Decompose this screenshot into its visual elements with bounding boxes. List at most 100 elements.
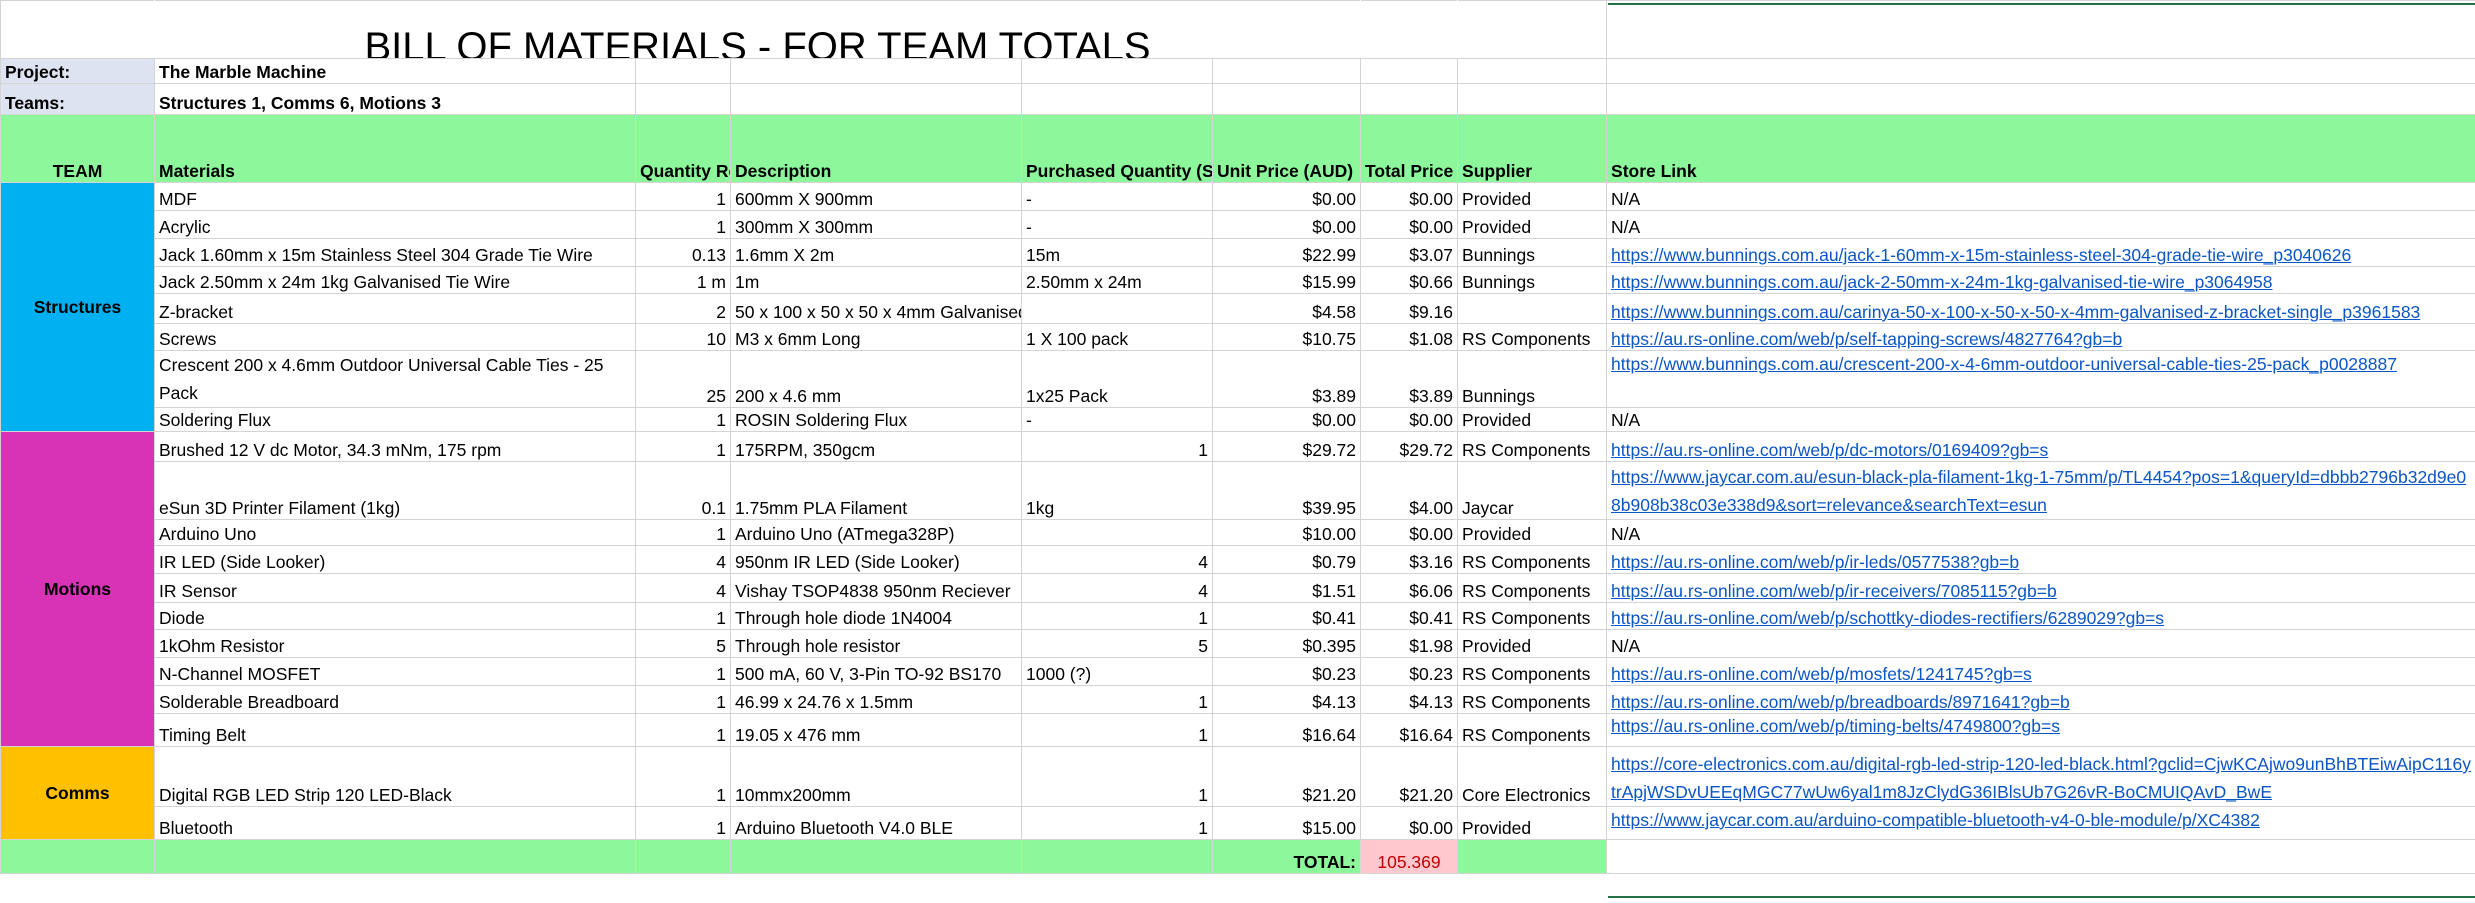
store-link[interactable]: https://au.rs-online.com/web/p/ir-receiv… [1606,573,2475,603]
store-link-cell[interactable]: N/A [1606,407,2475,432]
purchased-cell[interactable]: - [1021,182,1213,211]
empty-cell[interactable] [635,839,731,874]
material-cell[interactable]: Diode [154,602,636,630]
material-cell[interactable]: Crescent 200 x 4.6mm Outdoor Universal C… [154,350,636,408]
store-link[interactable]: https://au.rs-online.com/web/p/timing-be… [1606,713,2475,747]
unit-price-cell[interactable]: $4.13 [1211,685,1362,714]
store-link[interactable]: https://www.jaycar.com.au/esun-black-pla… [1606,461,2475,520]
qty-cell[interactable]: 4 [635,573,731,603]
unit-price-cell[interactable]: $1.51 [1211,573,1362,603]
total-price-cell[interactable]: $0.00 [1360,519,1459,546]
team-motions[interactable]: Motions [0,431,155,747]
material-cell[interactable]: eSun 3D Printer Filament (1kg) [154,461,636,520]
unit-price-cell[interactable]: $3.89 [1211,350,1362,408]
purchased-cell[interactable]: 5 [1021,629,1213,658]
empty-cell[interactable] [1021,58,1213,84]
description-cell[interactable]: 46.99 x 24.76 x 1.5mm [730,685,1022,714]
unit-price-cell[interactable]: $39.95 [1211,461,1362,520]
description-cell[interactable]: Arduino Bluetooth V4.0 BLE [730,806,1022,840]
empty-cell[interactable] [1457,839,1608,874]
total-price-cell[interactable]: $4.00 [1360,461,1459,520]
material-cell[interactable]: Jack 1.60mm x 15m Stainless Steel 304 Gr… [154,238,636,267]
description-cell[interactable]: 50 x 100 x 50 x 50 x 4mm Galvanised Z [730,293,1022,324]
total-value[interactable]: 105.369 [1360,839,1459,874]
purchased-cell[interactable]: 1 [1021,602,1213,630]
material-cell[interactable]: Soldering Flux [154,407,636,432]
description-cell[interactable]: 175RPM, 350gcm [730,431,1022,462]
qty-cell[interactable]: 10 [635,323,731,351]
teams-label[interactable]: Teams: [0,83,155,115]
store-link[interactable]: https://core-electronics.com.au/digital-… [1606,746,2475,807]
purchased-cell[interactable]: 1kg [1021,461,1213,520]
header-qty-required[interactable]: Quantity Required [635,114,731,183]
qty-cell[interactable]: 0.1 [635,461,731,520]
supplier-cell[interactable]: RS Components [1457,545,1608,574]
description-cell[interactable]: 600mm X 900mm [730,182,1022,211]
qty-cell[interactable]: 2 [635,293,731,324]
purchased-cell[interactable]: 2.50mm x 24m [1021,266,1213,294]
store-link[interactable]: https://www.bunnings.com.au/jack-1-60mm-… [1606,238,2475,267]
empty-cell[interactable] [635,83,731,115]
empty-cell[interactable] [1021,83,1213,115]
supplier-cell[interactable]: Jaycar [1457,461,1608,520]
team-comms[interactable]: Comms [0,746,155,840]
purchased-cell[interactable]: 1 [1021,685,1213,714]
material-cell[interactable]: Brushed 12 V dc Motor, 34.3 mNm, 175 rpm [154,431,636,462]
team-structures[interactable]: Structures [0,182,155,432]
material-cell[interactable]: Bluetooth [154,806,636,840]
qty-cell[interactable]: 1 [635,657,731,686]
sheet-title[interactable]: BILL OF MATERIALS - FOR TEAM TOTALS [153,0,1362,59]
description-cell[interactable]: Through hole diode 1N4004 [730,602,1022,630]
supplier-cell[interactable]: RS Components [1457,323,1608,351]
empty-cell[interactable] [1606,58,2475,84]
header-purchased-qty[interactable]: Purchased Quantity (Supplier Units) [1021,114,1213,183]
store-link[interactable]: https://www.bunnings.com.au/jack-2-50mm-… [1606,266,2475,294]
purchased-cell[interactable]: 1 [1021,431,1213,462]
description-cell[interactable]: Through hole resistor [730,629,1022,658]
unit-price-cell[interactable]: $0.41 [1211,602,1362,630]
description-cell[interactable]: 950nm IR LED (Side Looker) [730,545,1022,574]
qty-cell[interactable]: 1 [635,746,731,807]
total-price-cell[interactable]: $9.16 [1360,293,1459,324]
qty-cell[interactable]: 25 [635,350,731,408]
purchased-cell[interactable] [1021,293,1213,324]
qty-cell[interactable]: 0.13 [635,238,731,267]
supplier-cell[interactable]: RS Components [1457,713,1608,747]
purchased-cell[interactable]: 1 X 100 pack [1021,323,1213,351]
project-value[interactable]: The Marble Machine [154,58,636,84]
purchased-cell[interactable]: 1 [1021,746,1213,807]
qty-cell[interactable]: 1 [635,182,731,211]
total-price-cell[interactable]: $6.06 [1360,573,1459,603]
qty-cell[interactable]: 1 [635,407,731,432]
total-price-cell[interactable]: $1.08 [1360,323,1459,351]
empty-cell[interactable] [1606,83,2475,115]
supplier-cell[interactable]: RS Components [1457,657,1608,686]
header-supplier[interactable]: Supplier [1457,114,1608,183]
unit-price-cell[interactable]: $0.23 [1211,657,1362,686]
store-link[interactable]: https://au.rs-online.com/web/p/schottky-… [1606,602,2475,630]
header-team[interactable]: TEAM [0,114,155,183]
empty-cell[interactable] [1211,58,1362,84]
empty-cell[interactable] [0,839,155,874]
project-label[interactable]: Project: [0,58,155,84]
supplier-cell[interactable]: Provided [1457,182,1608,211]
description-cell[interactable]: ROSIN Soldering Flux [730,407,1022,432]
unit-price-cell[interactable]: $0.395 [1211,629,1362,658]
unit-price-cell[interactable]: $0.00 [1211,182,1362,211]
material-cell[interactable]: N-Channel MOSFET [154,657,636,686]
purchased-cell[interactable]: 1000 (?) [1021,657,1213,686]
cell-i1[interactable] [1606,0,2475,59]
material-cell[interactable]: Arduino Uno [154,519,636,546]
total-price-cell[interactable]: $0.00 [1360,407,1459,432]
total-price-cell[interactable]: $16.64 [1360,713,1459,747]
description-cell[interactable]: 500 mA, 60 V, 3-Pin TO-92 BS170 [730,657,1022,686]
unit-price-cell[interactable]: $15.00 [1211,806,1362,840]
supplier-cell[interactable]: RS Components [1457,602,1608,630]
unit-price-cell[interactable]: $10.75 [1211,323,1362,351]
empty-cell[interactable] [730,839,1022,874]
total-price-cell[interactable]: $3.89 [1360,350,1459,408]
material-cell[interactable]: Solderable Breadboard [154,685,636,714]
total-price-cell[interactable]: $3.07 [1360,238,1459,267]
total-price-cell[interactable]: $21.20 [1360,746,1459,807]
total-label[interactable]: TOTAL: [1211,839,1362,874]
